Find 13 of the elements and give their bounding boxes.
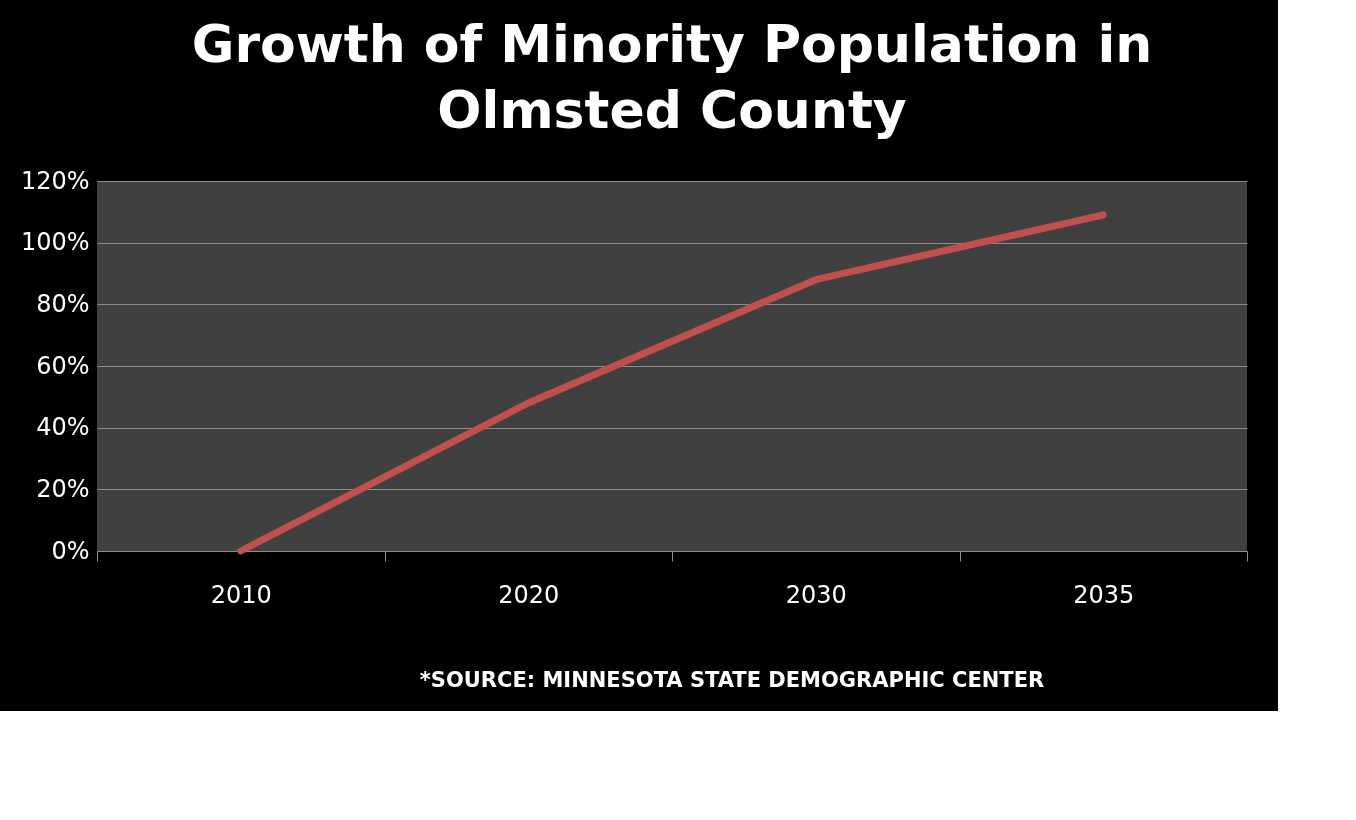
x-tick-label: 2020	[498, 580, 560, 609]
y-tick-label: 0%	[51, 536, 90, 565]
y-tick-label: 80%	[36, 289, 90, 318]
x-tick-label: 2035	[1073, 580, 1135, 609]
y-tick-label: 60%	[36, 351, 90, 380]
text: *SOURCE: MINNESOTA STATE DEMOGRAPHIC CENTER	[419, 668, 1045, 692]
y-tick-label: 100%	[20, 228, 90, 257]
chart-title: Growth of Minority Population in Olmsted County	[191, 14, 1153, 140]
y-tick-label: 20%	[36, 474, 90, 503]
y-tick-label: 120%	[20, 166, 90, 195]
x-tick-label: 2010	[210, 580, 272, 609]
y-tick-label: 40%	[36, 413, 90, 442]
x-tick-label: 2030	[785, 580, 847, 609]
